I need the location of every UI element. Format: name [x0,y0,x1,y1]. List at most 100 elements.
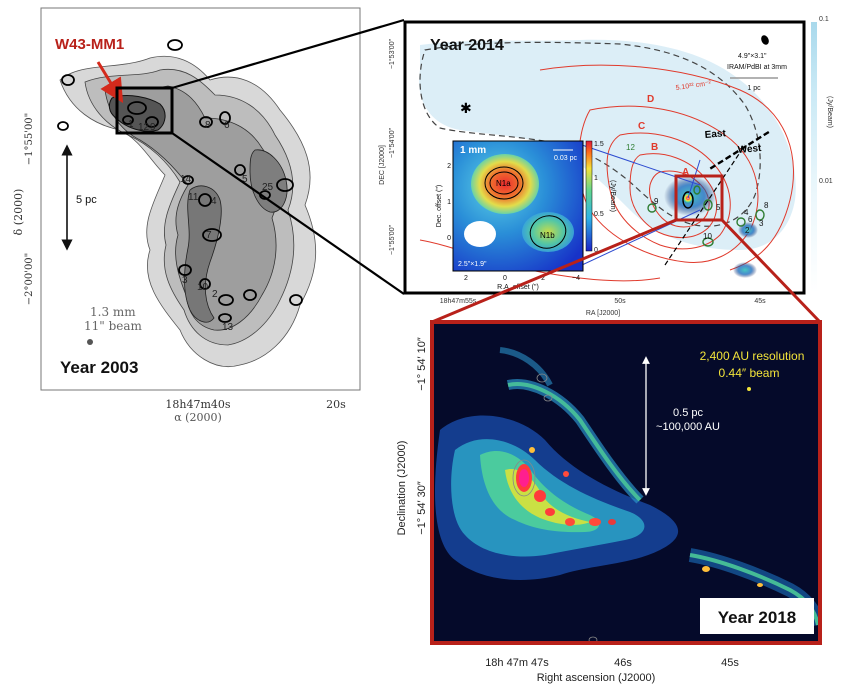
panel-title-2018: Year 2018 [718,608,796,627]
svg-text:10: 10 [703,232,712,241]
inset-1mm: 1 mm 0.03 pc N1a N1b 2.5"×1.9" 1.5 1 0.5… [436,140,616,291]
svg-text:2: 2 [212,289,218,300]
svg-text:5: 5 [716,203,721,212]
beam-marker-2014 [761,35,769,45]
svg-text:0: 0 [503,275,507,282]
svg-text:D: D [647,94,654,105]
beam-label-2018: 0.44″ beam [719,366,780,380]
svg-text:7: 7 [206,230,212,241]
core-id-labels-2003: 1 2 3 4 5 6 7 8 9 10 11 12 13 14 25 [128,119,274,333]
ytick-label-2018-2: −1° 54′ 30″ [416,481,428,535]
svg-text:B: B [651,142,658,153]
svg-text:10: 10 [197,282,209,293]
east-west-axis [664,144,746,266]
west-label: West [737,143,762,156]
inset-beam-label: 2.5"×1.9" [458,261,487,268]
xtick-label-2018-1: 18h 47m 47s [485,657,549,669]
ytick-label-2014-3: −1°55'00" [388,224,396,255]
panel-2018: 2,400 AU resolution 0.44″ beam 0.5 pc ~1… [396,320,822,684]
colorbar-2014 [811,22,817,293]
ytick-label-2014-2: −1°54'00" [388,127,396,158]
svg-text:0: 0 [447,235,451,242]
inset-source-n1a: N1a [496,179,511,188]
svg-text:25: 25 [262,182,274,193]
svg-text:5: 5 [242,174,248,185]
beam-label-2014: 4.9"×3.1" [738,53,767,60]
core-id-labels-2014: 2 3 4 5 6 8 9 10 12 [626,143,769,241]
svg-text:2: 2 [745,226,750,235]
beam-marker-2003 [87,339,93,345]
svg-text:6: 6 [748,215,753,224]
svg-text:8: 8 [205,120,211,131]
scale-label-2018-1: 0.5 pc [673,407,703,419]
xtick-label-2003-1: 18h47m40s [165,398,231,411]
ytick-label-2018-1: −1° 54′ 10″ [416,337,428,391]
svg-text:1.5: 1.5 [594,141,604,148]
svg-text:9: 9 [654,197,659,206]
title-badge-2018 [700,598,814,634]
ylabel-2003: δ (2000) [12,189,25,236]
svg-text:2: 2 [447,163,451,170]
ylabel-2014: DEC [J2000] [379,145,386,185]
panel-title-2014: Year 2014 [430,37,504,54]
colorbar-tick-top: 0.1 [819,16,829,23]
beam-label-2003-line2: 11" beam [84,319,143,333]
svg-text:3: 3 [182,275,188,286]
svg-text:1: 1 [128,119,134,130]
zoom-connectors-2014-2018 [431,174,822,324]
ytick-label-2003-2: −2°00'00" [24,253,35,306]
svg-text:6: 6 [224,120,230,131]
svg-text:−2: −2 [537,275,545,282]
east-label: East [704,128,727,141]
svg-text:11: 11 [188,192,199,203]
zoom-connectors-2003-2014 [171,18,405,295]
ytick-label-2003-1: −1°55'00" [24,113,35,166]
xtick-label-2018-3: 45s [721,657,739,669]
column-density-label: 5.10²² cm⁻² [675,80,712,92]
svg-text:9: 9 [150,122,156,133]
xtick-label-2014-3: 45s [754,298,766,305]
beam-marker-2018 [747,387,751,391]
scale-label-2003: 5 pc [76,194,97,206]
inset-source-n1b: N1b [540,231,555,240]
east-west-divider [709,130,771,170]
svg-text:−4: −4 [572,275,580,282]
inset-connector-top [581,144,701,186]
svg-text:14: 14 [180,174,192,185]
scale-label-2014: 1 pc [747,85,761,92]
ytick-label-2014-1: −1°53'00" [388,38,396,69]
xlabel-2003: α (2000) [174,411,222,424]
svg-text:1: 1 [447,199,451,206]
zoom-box-2003 [115,86,174,135]
panel-2014: 1 mm 0.03 pc N1a N1b 2.5"×1.9" 1.5 1 0.5… [379,16,833,317]
xtick-label-2014-1: 18h47m55s [440,298,477,305]
svg-text:12: 12 [138,122,150,133]
xtick-label-2014-2: 50s [614,298,626,305]
svg-text:4: 4 [744,208,749,217]
svg-text:A: A [682,167,689,178]
svg-text:8: 8 [764,201,769,210]
core-contours-2014 [647,185,765,247]
star-marker-2014: ✱ [460,100,472,116]
instrument-label-2014: IRAM/PdBI at 3mm [727,64,787,71]
svg-text:13: 13 [222,322,234,333]
panel-title-2003: Year 2003 [60,358,138,377]
svg-text:4: 4 [211,196,217,207]
inset-scale-label: 0.03 pc [554,155,577,162]
frame-2018 [430,320,822,645]
dust-continuum-map-2003 [57,39,317,367]
inset-xticks: 2 0 −2 −4 [464,275,580,282]
svg-text:2: 2 [464,275,468,282]
xlabel-2014: RA [J2000] [586,310,620,317]
inset-colorbar-ticks: 1.5 1 0.5 0 [594,141,604,254]
svg-text:0.5: 0.5 [594,211,604,218]
alma-peaks-2018 [516,447,763,587]
source-label-w43mm1: W43-MM1 [55,36,124,53]
xtick-label-2018-2: 46s [614,657,632,669]
xtick-label-2003-2: 20s [326,398,346,411]
alma-map-2018 [435,347,820,643]
inset-colorbar-label: (Jy/Beam) [609,180,616,212]
beam-label-2003-line1: 1.3 mm [90,305,136,319]
resolution-label-2018: 2,400 AU resolution [700,349,805,363]
